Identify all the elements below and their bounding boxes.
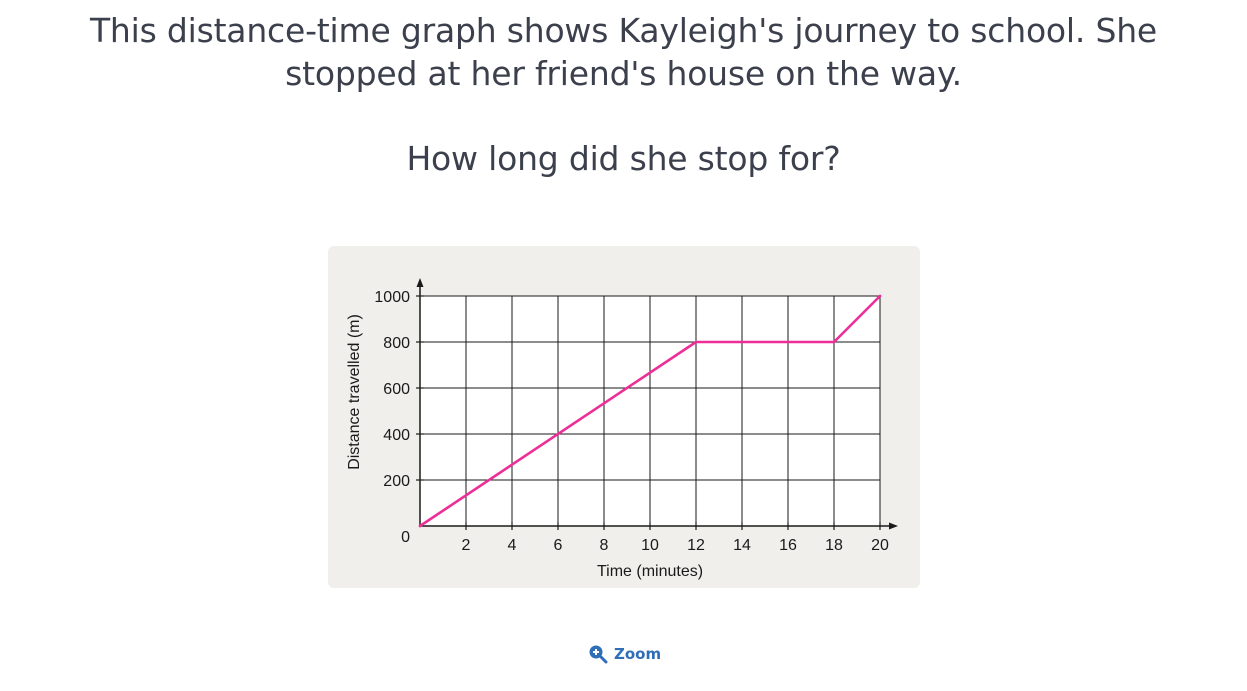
x-tick-label: 10 <box>641 537 659 554</box>
question-text: This distance-time graph shows Kayleigh'… <box>89 11 1158 93</box>
zoom-in-icon <box>588 644 608 664</box>
x-tick-label: 6 <box>554 537 563 554</box>
distance-time-chart: 2 4 6 8 10 12 14 16 18 20 200 400 600 800 1000 0 Time (… <box>328 246 920 588</box>
journey-line <box>418 294 882 528</box>
journey-point <box>694 340 698 344</box>
journey-point <box>418 524 422 528</box>
y-tick-label: 400 <box>383 427 410 444</box>
journey-point <box>878 294 882 298</box>
chart-ticks: 2 4 6 8 10 12 14 16 18 20 200 400 600 800 1000 0 <box>374 289 889 554</box>
zoom-label: Zoom <box>614 645 662 663</box>
x-tick-label: 14 <box>733 537 751 554</box>
y-tick-label: 600 <box>383 381 410 398</box>
chart-grid <box>420 295 881 526</box>
journey-point <box>832 340 836 344</box>
x-tick-label: 18 <box>825 537 843 554</box>
chart-canvas: 2 4 6 8 10 12 14 16 18 20 200 400 600 800 1000 0 Time (… <box>346 278 898 580</box>
x-tick-label: 20 <box>871 537 889 554</box>
origin-label: 0 <box>401 529 410 546</box>
y-axis-arrow <box>416 278 424 287</box>
y-axis-label: Distance travelled (m) <box>346 314 363 470</box>
x-tick-label: 8 <box>600 537 609 554</box>
chart-axes <box>416 278 898 530</box>
chart-series <box>418 294 882 528</box>
x-tick-label: 16 <box>779 537 797 554</box>
x-axis-arrow <box>889 522 898 530</box>
y-tick-label: 200 <box>383 473 410 490</box>
zoom-button[interactable]: Zoom <box>588 642 661 666</box>
x-tick-label: 12 <box>687 537 705 554</box>
y-tick-label: 800 <box>383 335 410 352</box>
x-tick-label: 4 <box>508 537 517 554</box>
x-tick-label: 2 <box>462 537 471 554</box>
question-prompt: How long did she stop for? <box>406 139 841 178</box>
y-tick-label: 1000 <box>374 289 410 306</box>
x-axis-label: Time (minutes) <box>597 563 703 580</box>
